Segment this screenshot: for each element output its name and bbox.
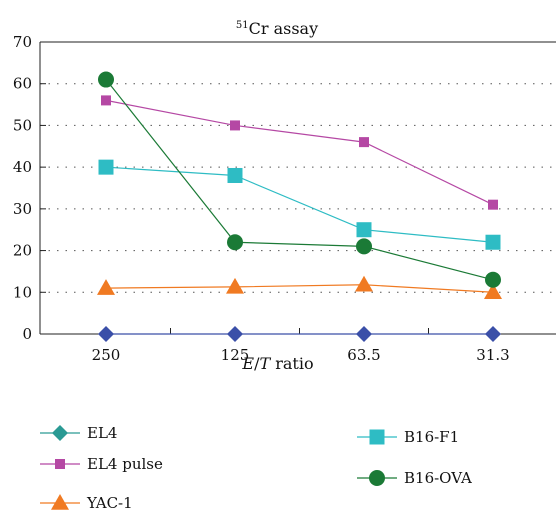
grid-lines: [40, 83, 556, 293]
legend-marker-yac-1: [51, 494, 69, 510]
x-axis-title-t: T: [259, 354, 271, 373]
data-point-b16-ova: [485, 271, 501, 288]
data-point-yac-1: [226, 277, 244, 294]
legend-label-el4-pulse: EL4 pulse: [87, 455, 163, 473]
x-tick-label: 250: [92, 346, 121, 364]
x-tick-label: 63.5: [347, 346, 380, 364]
y-tick-label: 20: [13, 242, 32, 260]
x-axis-ticks: 250 125 63.5 31.3: [92, 328, 510, 364]
legend-marker-el4: [52, 425, 68, 441]
series-markers: [97, 71, 502, 342]
y-tick-label: 40: [13, 158, 32, 176]
x-axis-title-slash: /: [254, 354, 260, 373]
legend-label-el4: EL4: [87, 424, 117, 442]
data-point-yac-1: [97, 279, 115, 295]
data-point-el4: [356, 326, 372, 342]
data-point-el4-pulse: [488, 199, 498, 210]
x-axis-title: E/T ratio: [241, 354, 313, 373]
legend-marker-b16-ova: [369, 470, 385, 486]
data-point-b16-f1: [98, 159, 114, 175]
series-line-b16-ova: [105, 79, 494, 281]
series-lines: [105, 79, 494, 335]
y-tick-label: 70: [13, 33, 32, 51]
series-line-b16-f1: [105, 166, 494, 243]
x-tick-label: 125: [221, 346, 250, 364]
data-point-b16-ova: [356, 238, 372, 255]
y-tick-label: 30: [13, 200, 32, 218]
series-line-yac-1: [105, 284, 494, 293]
series-line-el4-pulse: [105, 99, 494, 206]
x-tick-label: 31.3: [476, 346, 509, 364]
y-tick-label: 60: [13, 75, 32, 93]
data-point-el4: [485, 326, 501, 342]
chart-title: 51Cr assay: [236, 19, 318, 38]
data-point-b16-ova: [227, 234, 243, 251]
x-axis-title-rest: ratio: [270, 354, 313, 373]
y-axis-ticks: 0 10 20 30 40 50 60 70: [13, 33, 46, 343]
data-point-yac-1: [355, 275, 373, 292]
y-tick-label: 10: [13, 283, 32, 301]
legend: EL4 EL4 pulse YAC-1 B16-F1 B16-OVA: [40, 424, 472, 512]
plot-frame: [39, 41, 556, 335]
data-point-el4-pulse: [101, 95, 111, 106]
legend-label-yac-1: YAC-1: [86, 494, 133, 512]
legend-marker-el4-pulse: [55, 459, 65, 469]
y-tick-label: 0: [22, 325, 32, 343]
data-point-b16-f1: [356, 222, 372, 238]
data-point-b16-ova: [98, 71, 114, 88]
data-point-el4: [98, 326, 114, 342]
y-tick-label: 50: [13, 116, 32, 134]
data-point-el4-pulse: [230, 120, 240, 131]
data-point-el4-pulse: [359, 137, 369, 148]
legend-marker-b16-f1: [369, 429, 385, 445]
chart-title-superscript: 51: [236, 20, 249, 31]
legend-label-b16-f1: B16-F1: [404, 428, 459, 446]
legend-label-b16-ova: B16-OVA: [404, 469, 472, 487]
x-axis-title-e: E: [241, 354, 254, 373]
data-point-b16-f1: [227, 167, 243, 183]
chart-title-main: Cr assay: [249, 19, 319, 38]
data-point-yac-1: [484, 283, 502, 300]
data-point-b16-f1: [485, 234, 501, 250]
data-point-el4: [227, 326, 243, 342]
